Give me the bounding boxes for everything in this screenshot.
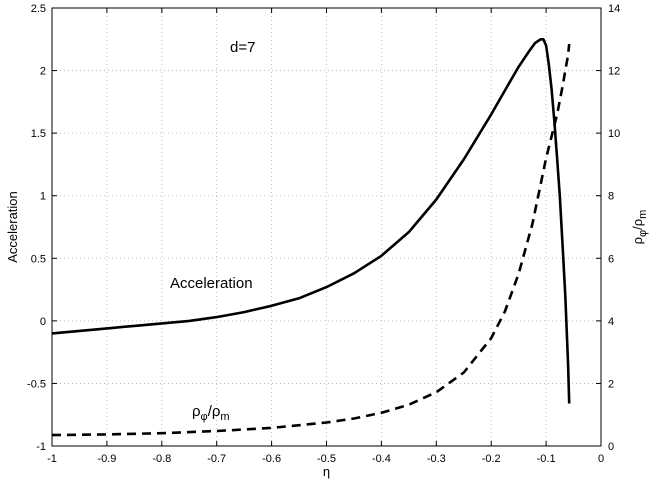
x-tick-label: -0.8 (152, 453, 171, 465)
ratio-label-base: ρ (192, 403, 201, 420)
y-right-label-base: ρ (630, 237, 645, 244)
y-left-tick-label: 0.5 (31, 253, 46, 265)
acceleration-curve-label: Acceleration (170, 275, 253, 292)
ratio-series-line (51, 43, 571, 437)
ratio-label-sub1: φ (201, 411, 208, 423)
y-right-tick-label: 8 (608, 191, 614, 203)
acceleration-series-line (51, 38, 571, 404)
y-left-tick-label: -0.5 (27, 378, 46, 390)
y-right-tick-label: 14 (608, 3, 620, 15)
y-right-tick-label: 6 (608, 253, 614, 265)
ratio-label-sub2: m (220, 411, 229, 423)
x-axis-label: η (323, 464, 330, 479)
y-right-label-sub1: φ (637, 230, 649, 237)
y-left-tick-label: 1.5 (31, 128, 46, 140)
y-left-tick-label: 0 (40, 316, 46, 328)
x-tick-label: -0.6 (262, 453, 281, 465)
y-left-tick-label: 2 (40, 66, 46, 78)
y-right-tick-label: 10 (608, 128, 620, 140)
x-tick-label: -0.5 (317, 453, 336, 465)
y-left-tick-label: 2.5 (31, 3, 46, 15)
y-right-label-sub2: m (637, 210, 649, 219)
x-tick-label: -1 (47, 453, 57, 465)
y-axis-left-label: Acceleration (5, 191, 20, 263)
y-right-tick-label: 2 (608, 378, 614, 390)
ratio-curve-label: ρφ/ρm (192, 403, 230, 423)
y-left-tick-label: -1 (36, 441, 46, 453)
y-left-tick-label: 1 (40, 191, 46, 203)
series-group (51, 38, 571, 437)
x-tick-label: -0.9 (97, 453, 116, 465)
y-right-tick-label: 0 (608, 441, 614, 453)
x-tick-label: 0 (598, 453, 604, 465)
x-tick-label: -0.4 (372, 453, 391, 465)
axis-ticks: -1 -0.9 -0.8 -0.7 -0.6 -0.5 -0.4 -0.3 -0.2 -0.1 0 -… (27, 3, 620, 465)
y-right-label-sep: /ρ (630, 219, 645, 230)
x-tick-label: -0.7 (207, 453, 226, 465)
grid-lines (52, 8, 601, 446)
y-right-tick-label: 12 (608, 66, 620, 78)
x-tick-label: -0.1 (537, 453, 556, 465)
ratio-label-sep: /ρ (208, 403, 221, 420)
y-axis-right-label: ρφ/ρm (630, 210, 649, 245)
x-tick-label: -0.3 (427, 453, 446, 465)
x-tick-label: -0.2 (482, 453, 501, 465)
y-right-tick-label: 4 (608, 316, 614, 328)
parameter-annotation: d=7 (230, 39, 255, 56)
